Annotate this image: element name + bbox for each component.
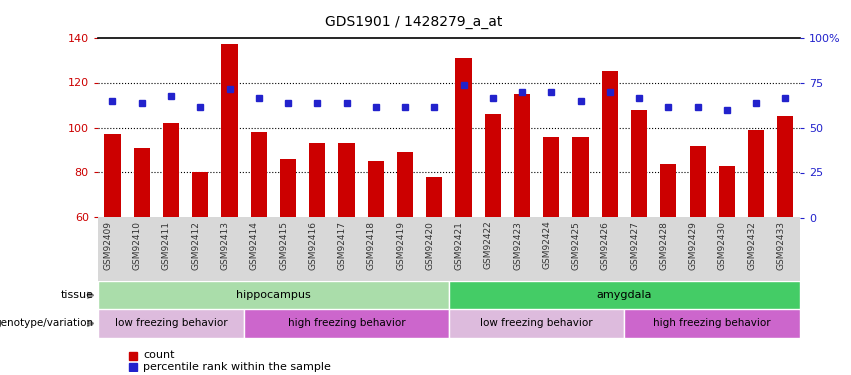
Bar <box>689 146 705 218</box>
Text: GSM92425: GSM92425 <box>572 220 580 270</box>
Bar <box>625 309 800 338</box>
Bar <box>719 166 735 218</box>
Bar <box>98 217 800 281</box>
Text: GSM92412: GSM92412 <box>191 220 200 270</box>
Text: GSM92414: GSM92414 <box>249 220 259 270</box>
Text: high freezing behavior: high freezing behavior <box>654 318 771 328</box>
Text: GSM92426: GSM92426 <box>601 220 610 270</box>
Text: GSM92430: GSM92430 <box>717 220 727 270</box>
Text: GSM92417: GSM92417 <box>338 220 346 270</box>
Bar <box>309 143 325 218</box>
Bar <box>748 130 764 218</box>
Text: genotype/variation: genotype/variation <box>0 318 94 328</box>
Bar <box>777 116 793 218</box>
Text: high freezing behavior: high freezing behavior <box>288 318 405 328</box>
Text: GSM92410: GSM92410 <box>133 220 142 270</box>
Bar <box>251 132 267 218</box>
Text: low freezing behavior: low freezing behavior <box>115 318 227 328</box>
Bar <box>514 94 530 218</box>
Bar <box>449 309 625 338</box>
Bar <box>105 134 121 218</box>
Text: amygdala: amygdala <box>597 290 652 300</box>
Bar <box>660 164 677 218</box>
Text: GSM92424: GSM92424 <box>542 220 551 269</box>
Bar <box>455 58 471 217</box>
Bar <box>192 172 208 217</box>
Text: GSM92422: GSM92422 <box>483 220 493 269</box>
Text: GSM92411: GSM92411 <box>162 220 171 270</box>
Text: GSM92432: GSM92432 <box>747 220 756 270</box>
Bar <box>163 123 179 218</box>
Bar <box>602 71 618 217</box>
Text: percentile rank within the sample: percentile rank within the sample <box>144 362 331 372</box>
Bar <box>449 281 800 309</box>
Text: GSM92421: GSM92421 <box>454 220 464 270</box>
Bar <box>368 161 384 218</box>
Text: GSM92416: GSM92416 <box>308 220 317 270</box>
Text: count: count <box>144 351 175 360</box>
Text: GSM92415: GSM92415 <box>279 220 288 270</box>
Bar <box>339 143 355 218</box>
Bar <box>631 110 647 218</box>
Text: GSM92418: GSM92418 <box>367 220 376 270</box>
Text: GSM92409: GSM92409 <box>104 220 112 270</box>
Bar <box>221 44 237 218</box>
Text: GSM92427: GSM92427 <box>630 220 639 270</box>
Text: GDS1901 / 1428279_a_at: GDS1901 / 1428279_a_at <box>325 15 502 29</box>
Text: GSM92423: GSM92423 <box>513 220 522 270</box>
Bar <box>244 309 449 338</box>
Bar <box>397 152 413 217</box>
Text: hippocampus: hippocampus <box>236 290 311 300</box>
Text: GSM92433: GSM92433 <box>776 220 785 270</box>
Bar <box>280 159 296 218</box>
Text: GSM92428: GSM92428 <box>660 220 668 270</box>
Bar <box>134 148 150 217</box>
Text: GSM92420: GSM92420 <box>426 220 434 270</box>
Bar <box>543 136 559 218</box>
Bar <box>573 136 589 218</box>
Text: low freezing behavior: low freezing behavior <box>480 318 593 328</box>
Bar <box>98 281 449 309</box>
Text: GSM92429: GSM92429 <box>688 220 698 270</box>
Bar <box>485 114 501 218</box>
Text: GSM92413: GSM92413 <box>220 220 230 270</box>
Text: GSM92419: GSM92419 <box>396 220 405 270</box>
Text: tissue: tissue <box>60 290 94 300</box>
Bar <box>98 309 244 338</box>
Bar <box>426 177 443 218</box>
